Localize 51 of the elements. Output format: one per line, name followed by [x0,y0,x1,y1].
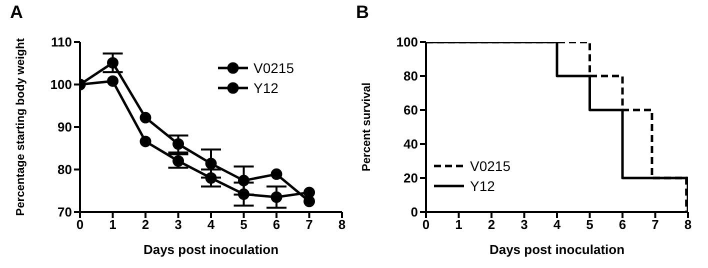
y-axis-title: Percentage starting body weight [15,38,28,216]
x-axis-title: Days post inoculation [489,242,625,257]
point [107,57,118,69]
x-tick-label: 5 [240,217,248,232]
x-tick-label: 2 [488,217,496,232]
x-tick-label: 4 [553,217,562,232]
y-axis-title: Percent survival [361,82,374,172]
y-tick-label: 60 [404,102,418,118]
x-tick-label: 6 [272,217,280,232]
legend-label: V0215 [254,60,294,76]
y-tick-label: 0 [410,204,418,220]
y-tick-label: 110 [51,34,72,50]
legend-label: V0215 [470,158,510,174]
x-tick-label: 3 [520,217,528,232]
y-tick-label: 100 [396,34,418,50]
x-tick-label: 0 [422,217,430,232]
x-tick-label: 8 [684,217,692,232]
point [270,168,282,180]
text: B [356,2,369,23]
point [205,158,217,170]
x-tick-label: 3 [174,217,182,232]
x-tick-label: 6 [618,217,626,232]
x-axis-title: Days post inoculation [143,242,279,257]
point [172,138,184,150]
y-tick-label: 70 [58,204,72,220]
x-tick-label: 7 [306,217,313,232]
point [270,191,282,203]
y-tick-label: 80 [404,68,418,84]
x-tick-label: 1 [455,217,462,232]
x-tick-label: 0 [76,217,84,232]
legend-label: Y12 [254,80,278,96]
y-tick-label: 40 [404,136,418,152]
x-tick-label: 4 [207,217,216,232]
point [140,112,152,124]
x-tick-label: 2 [142,217,150,232]
point [107,75,118,87]
text: A [10,2,23,23]
y-tick-label: 90 [58,120,72,135]
x-tick-label: 1 [109,217,116,232]
point [238,188,250,200]
point [304,196,315,208]
y-tick-label: 20 [404,170,418,186]
point [205,172,217,184]
y-tick-label: 80 [58,162,72,178]
point [140,136,152,148]
x-tick-label: 5 [586,217,594,232]
x-tick-label: 8 [338,217,346,232]
legend-label: Y12 [470,178,495,194]
y-tick-label: 100 [50,77,72,92]
x-tick-label: 7 [652,217,659,232]
point [238,174,250,186]
